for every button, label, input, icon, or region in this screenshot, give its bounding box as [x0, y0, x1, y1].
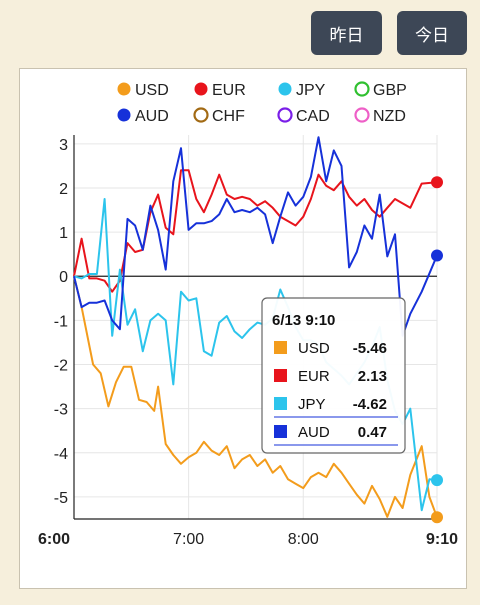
y-tick-label: 1 [59, 225, 68, 242]
y-tick-label: 0 [59, 269, 68, 286]
yesterday-button[interactable]: 昨日 [311, 11, 382, 55]
y-tick-label: -5 [54, 490, 68, 507]
y-tick-label: -2 [54, 358, 68, 375]
x-tick-label: 9:10 [426, 531, 458, 548]
legend-label-usd[interactable]: USD [135, 82, 169, 99]
tooltip-label-usd: USD [298, 340, 330, 357]
legend-marker-cad [277, 107, 293, 123]
legend-marker-eur [194, 82, 208, 96]
tooltip-swatch-aud [274, 425, 287, 438]
currency-strength-chart[interactable]: USD EUR JPY GBP AUD CHF CAD NZD 3 2 1 0 -1 -2 -3 -4 -5 6:… [20, 69, 466, 588]
tooltip-value-eur: 2.13 [358, 368, 387, 385]
tooltip-title: 6/13 9:10 [272, 312, 335, 329]
tooltip-value-aud: 0.47 [358, 424, 387, 441]
y-tick-label: -4 [54, 446, 68, 463]
tooltip-swatch-jpy [274, 397, 287, 410]
legend-label-cad[interactable]: CAD [296, 108, 330, 125]
tooltip-swatch-usd [274, 341, 287, 354]
series-line-usd[interactable] [73, 275, 438, 518]
series-endpoint-eur[interactable] [431, 176, 443, 189]
tooltip-box [261, 297, 406, 454]
legend-label-chf[interactable]: CHF [212, 108, 245, 125]
today-button[interactable]: 今日 [397, 11, 467, 55]
y-tick-label: 3 [59, 137, 68, 154]
x-tick-label: 7:00 [173, 531, 204, 548]
series-line-aud[interactable] [73, 136, 438, 337]
series-endpoint-jpy[interactable] [431, 474, 443, 487]
legend-marker-aud [117, 108, 131, 122]
y-tick-label: 2 [59, 181, 68, 198]
tooltip-value-usd: -5.46 [353, 340, 387, 357]
x-tick-label: 6:00 [38, 531, 70, 548]
series-endpoint-aud[interactable] [431, 249, 443, 262]
tooltip-label-eur: EUR [298, 368, 330, 385]
legend-marker-gbp [354, 81, 370, 97]
legend-marker-usd [117, 82, 131, 96]
tooltip-label-aud: AUD [298, 424, 330, 441]
tooltip-swatch-eur [274, 369, 287, 382]
y-tick-label: -1 [54, 313, 68, 330]
chart-card: USD EUR JPY GBP AUD CHF CAD NZD 3 2 1 0 -1 -2 -3 -4 -5 6:… [19, 68, 467, 589]
legend-marker-nzd [354, 107, 370, 123]
series-endpoint-usd[interactable] [431, 511, 443, 524]
tooltip-label-jpy: JPY [298, 396, 326, 413]
tooltip-value-jpy: -4.62 [353, 396, 387, 413]
legend-label-gbp[interactable]: GBP [373, 82, 407, 99]
legend-marker-jpy [278, 82, 292, 96]
legend-marker-chf [193, 107, 209, 123]
legend-label-aud[interactable]: AUD [135, 108, 169, 125]
legend-label-jpy[interactable]: JPY [296, 82, 326, 99]
legend-label-eur[interactable]: EUR [212, 82, 246, 99]
legend-label-nzd[interactable]: NZD [373, 108, 406, 125]
y-tick-label: -3 [54, 402, 68, 419]
x-tick-label: 8:00 [288, 531, 319, 548]
series-line-eur[interactable] [73, 169, 438, 293]
